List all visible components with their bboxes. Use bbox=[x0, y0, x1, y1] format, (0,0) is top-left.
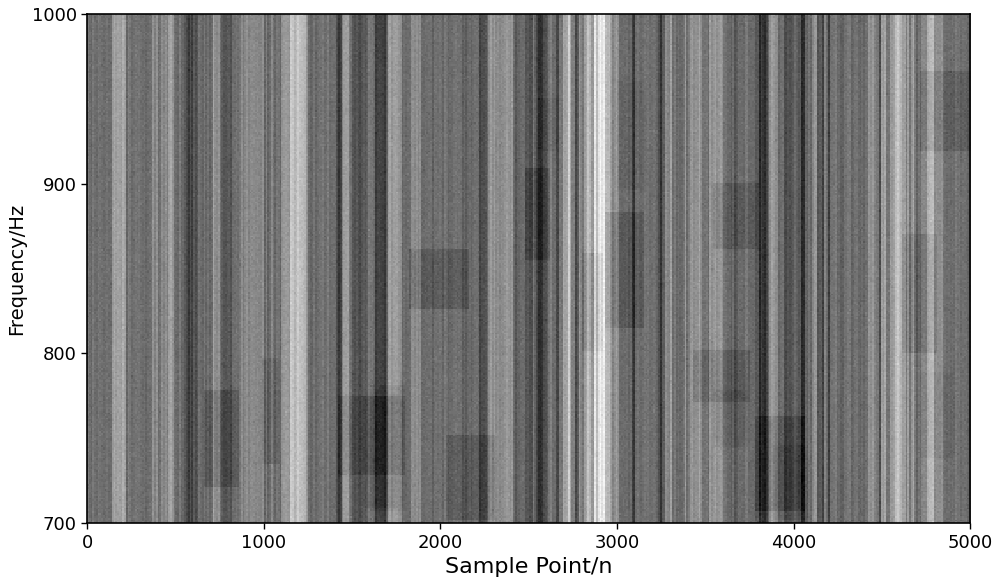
Y-axis label: Frequency/Hz: Frequency/Hz bbox=[7, 203, 26, 335]
X-axis label: Sample Point/n: Sample Point/n bbox=[445, 557, 612, 577]
